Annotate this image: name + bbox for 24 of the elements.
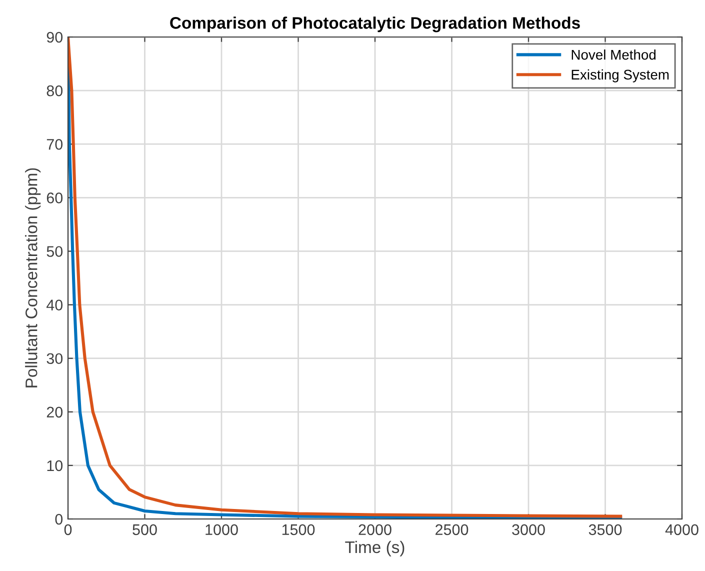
x-axis-title: Time (s) [345,540,404,556]
x-tick-label: 2500 [436,524,468,536]
legend-label: Novel Method [572,50,656,60]
y-tick-label: 40 [46,300,63,310]
chart-title: Comparison of Photocatalytic Degradation Methods [170,16,580,32]
y-tick-label: 30 [46,353,63,364]
x-tick-label: 3500 [588,524,622,536]
x-tick-label: 0 [64,524,72,536]
y-tick-label: 20 [46,406,63,418]
y-tick-label: 80 [46,85,63,96]
y-tick-label: 10 [47,460,63,472]
x-tick-label: 3000 [512,524,545,536]
x-tick-label: 1500 [282,524,315,536]
y-tick-label: 90 [46,32,63,43]
y-tick-label: 50 [46,246,63,257]
y-tick-label: 70 [46,138,63,150]
y-tick-label: 60 [46,192,63,204]
x-tick-label: 4000 [665,524,698,536]
x-tick-label: 2000 [358,524,392,536]
x-tick-label: 1000 [206,524,238,536]
y-axis-title: Pollutant Concentration (ppm) [25,168,41,388]
legend-label: Existing System [572,69,669,82]
y-tick-label: 0 [55,514,63,525]
x-tick-label: 500 [132,524,157,536]
